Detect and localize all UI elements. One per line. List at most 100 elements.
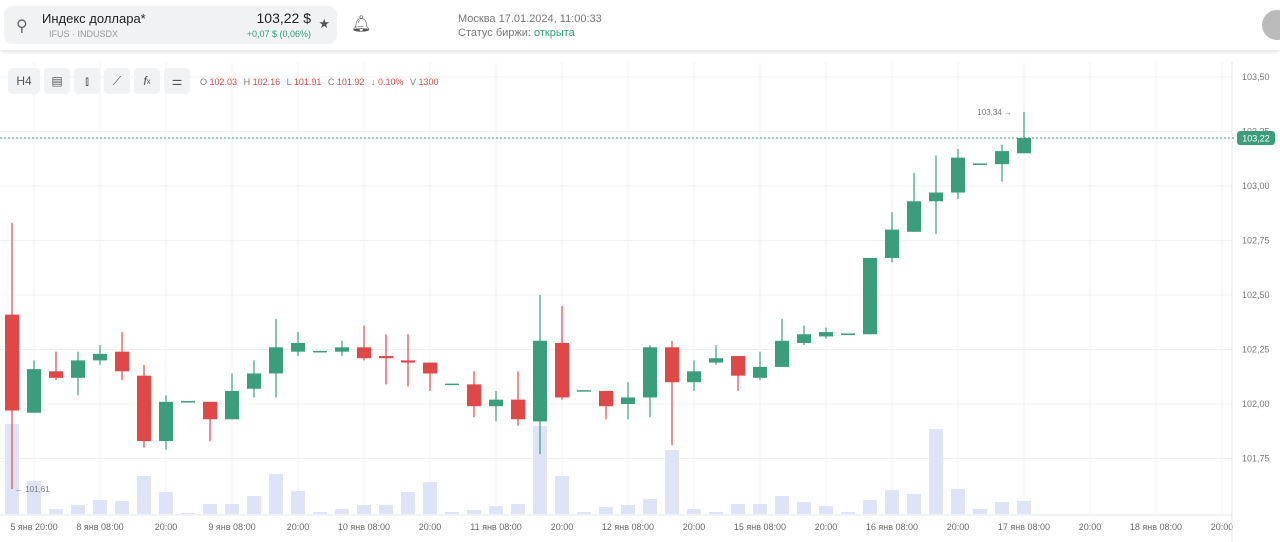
volume-bar [269,474,283,514]
volume-bar [907,494,921,514]
v-value: 1300 [418,77,439,87]
search-icon[interactable]: ⚲ [16,18,28,35]
current-price-label: 103,22 [1242,134,1270,144]
candle-body [621,397,635,404]
volume-bar [445,512,459,514]
volume-bar [555,476,569,514]
y-tick-label: 103,50 [1242,72,1270,82]
candle-body [797,334,811,343]
status-value: открыта [534,27,575,39]
volume-bar [137,476,151,514]
candles-icon[interactable]: ⫾ [74,68,100,94]
candle-body [357,347,371,359]
volume-bar [357,505,371,514]
candle-body [291,342,305,352]
header-bar: ⚲ Индекс доллара* IFUS · INDUSDX 103,22 … [0,0,1280,50]
status-label: Статус биржи: [458,27,531,39]
volume-bar [841,512,855,514]
candle-body [533,340,547,422]
instrument-change: +0,07 $ (0,06%) [246,29,311,39]
x-tick-label: 20:00 [419,522,442,532]
candle-body [995,151,1009,165]
x-tick-label: 10 янв 08:00 [338,522,390,532]
drawing-icon[interactable]: ⟋ [104,68,130,94]
volume-bar [665,450,679,514]
x-tick-label: 9 янв 08:00 [208,522,255,532]
candle-body [885,229,899,258]
volume-bar [313,512,327,514]
volume-bar [885,490,899,514]
x-tick-label: 16 янв 08:00 [866,522,918,532]
candle-body [643,347,657,398]
candle-body [27,369,41,413]
volume-bar [929,429,943,514]
o-value: 102.03 [209,77,238,87]
y-tick-label: 102,25 [1242,345,1270,355]
x-tick-label: 20:00 [815,522,838,532]
volume-bar [49,509,63,514]
y-tick-label: 102,75 [1242,236,1270,246]
x-tick-label: 5 янв 20:00 [10,522,57,532]
candle-body [863,257,877,335]
volume-bar [291,491,305,514]
o-label: O [200,77,208,87]
x-tick-label: 11 янв 08:00 [470,522,522,532]
candle-body [247,373,261,389]
timeframe-button[interactable]: H4 [8,68,40,94]
candle-body [555,342,569,398]
instrument-selector[interactable]: ⚲ Индекс доллара* IFUS · INDUSDX 103,22 … [4,6,337,44]
volume-bar [775,496,789,514]
candle-body [599,390,613,407]
candle-body [5,314,19,411]
candle-body [687,371,701,383]
candle-body [709,358,723,363]
volume-bar [973,509,987,514]
l-label: L [286,77,292,87]
volume-bar [71,505,85,514]
x-tick-label: 20:00 [287,522,310,532]
x-tick-label: 18 янв 08:00 [1130,522,1182,532]
volume-bar [203,504,217,514]
volume-bar [687,509,701,514]
candle-body [819,332,833,337]
volume-bar [599,507,613,514]
volume-bar [159,492,173,514]
candle-body [379,356,393,359]
ohlc-readout: O 102.03 H 102.16 L 101.91 C 101.92 ↓ 0.… [200,77,443,87]
candle-body [951,157,965,193]
candle-body [1017,138,1031,154]
candle-body [775,340,789,367]
instrument-code: IFUS · INDUSDX [49,29,119,39]
volume-bar [819,506,833,514]
candle-body [225,390,239,420]
volume-bar [423,482,437,514]
favorite-star-icon[interactable]: ★ [318,16,330,31]
volume-bar [225,504,239,514]
x-tick-label: 8 янв 08:00 [76,522,123,532]
avatar[interactable] [1262,10,1280,40]
h-label: H [243,77,251,87]
volume-bar [533,426,547,514]
alert-bell-icon[interactable]: 🔔︎ [351,16,372,33]
x-tick-label: 20:00 [683,522,706,532]
candle-body [753,366,767,378]
volume-bar [621,505,635,514]
candle-body [335,347,349,352]
template-icon[interactable]: ▤ [44,68,70,94]
settings-icon[interactable]: ⚌ [164,68,190,94]
y-tick-label: 103,00 [1242,181,1270,191]
instrument-name: Индекс доллара* [42,11,146,26]
y-tick-label: 102,00 [1242,399,1270,409]
v-label: V [409,77,416,87]
candle-body [115,351,129,372]
x-tick-label: 20:00 [947,522,970,532]
x-tick-label: 15 янв 08:00 [734,522,786,532]
x-tick-label: 20:00 [155,522,178,532]
volume-bar [995,502,1009,514]
volume-bar [27,481,41,514]
x-tick-label: 20:00 [1079,522,1102,532]
h-value: 102.16 [252,77,281,87]
l-value: 101.91 [293,77,322,87]
